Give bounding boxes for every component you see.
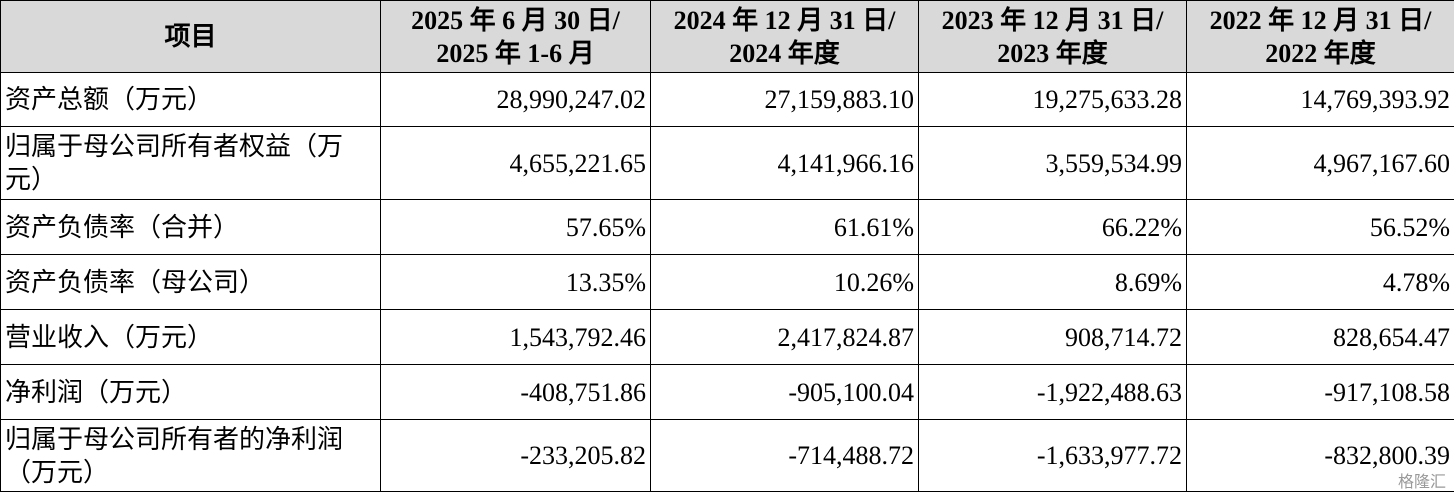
table-row: 归属于母公司所有者权益（万元） 4,655,221.65 4,141,966.16 3…: [0, 126, 1454, 200]
value-cell: 27,159,883.10: [650, 72, 919, 127]
table-row: 归属于母公司所有者的净利润（万元） -233,205.82 -714,488.72-…: [0, 419, 1454, 492]
value-cell: 3,559,534.99: [918, 126, 1187, 200]
value-cell: -233,205.82: [380, 419, 651, 492]
value-cell: 66.22%: [918, 199, 1187, 255]
table-row: 净利润（万元） -408,751.86 -905,100.04 -1,922,488.…: [0, 364, 1454, 420]
value-cell: 1,543,792.46: [380, 309, 651, 365]
value-cell: -905,100.04: [650, 364, 919, 420]
table-row: 资产负债率（合并） 57.65% 61.61% 66.22% 56.52%: [0, 199, 1454, 255]
value-cell: 4,967,167.60: [1186, 126, 1454, 200]
value-cell: 28,990,247.02: [380, 72, 651, 127]
value-cell: 13.35%: [380, 254, 651, 310]
header-text: 2025 年 1-6 月: [436, 38, 595, 68]
value-cell: 10.26%: [650, 254, 919, 310]
row-label: 资产负债率（合并）: [0, 199, 381, 255]
value-cell: 8.69%: [918, 254, 1187, 310]
header-text: 2024 年 12 月 31 日/: [673, 5, 896, 35]
value-cell: 4,141,966.16: [650, 126, 919, 200]
header-text: 2022 年 12 月 31 日/: [1209, 5, 1432, 35]
row-label: 资产总额（万元）: [0, 72, 381, 127]
header-text: 项目: [164, 22, 217, 51]
header-text: 2023 年 12 月 31 日/: [941, 5, 1164, 35]
value-cell: 828,654.47: [1186, 309, 1454, 365]
header-text: 2024 年度: [729, 38, 840, 68]
header-row: 项目 2025 年 6 月 30 日/2025 年 1-6 月 2024 年 12 …: [0, 0, 1454, 73]
header-cell: 2023 年 12 月 31 日/2023 年度: [918, 0, 1187, 73]
value-cell: 19,275,633.28: [918, 72, 1187, 127]
header-cell: 2022 年 12 月 31 日/2022 年度: [1186, 0, 1454, 73]
table-row: 资产总额（万元） 28,990,247.02 27,159,883.10 19,275…: [0, 72, 1454, 127]
value-cell: -832,800.39: [1186, 419, 1454, 492]
value-cell: 4.78%: [1186, 254, 1454, 310]
value-cell: 56.52%: [1186, 199, 1454, 255]
watermark: 格隆汇: [1397, 472, 1446, 491]
value-cell: -1,922,488.63: [918, 364, 1187, 420]
header-cell: 2024 年 12 月 31 日/2024 年度: [650, 0, 919, 73]
header-text: 2023 年度: [997, 38, 1108, 68]
row-label: 营业收入（万元）: [0, 309, 381, 365]
table-row: 营业收入（万元） 1,543,792.46 2,417,824.87 908,714.…: [0, 309, 1454, 365]
row-label: 净利润（万元）: [0, 364, 381, 420]
value-cell: 2,417,824.87: [650, 309, 919, 365]
row-label: 资产负债率（母公司）: [0, 254, 381, 310]
value-cell: 61.61%: [650, 199, 919, 255]
value-cell: -408,751.86: [380, 364, 651, 420]
value-cell: -917,108.58: [1186, 364, 1454, 420]
value-cell: 4,655,221.65: [380, 126, 651, 200]
value-cell: 14,769,393.92: [1186, 72, 1454, 127]
value-cell: 57.65%: [380, 199, 651, 255]
value-cell: -714,488.72: [650, 419, 919, 492]
row-label: 归属于母公司所有者权益（万元）: [0, 126, 381, 200]
table-row: 资产负债率（母公司） 13.35% 10.26% 8.69% 4.78%: [0, 254, 1454, 310]
header-cell: 2025 年 6 月 30 日/2025 年 1-6 月: [380, 0, 651, 73]
row-label: 归属于母公司所有者的净利润（万元）: [0, 419, 381, 492]
header-cell: 项目: [0, 0, 381, 73]
header-text: 2025 年 6 月 30 日/: [411, 5, 620, 35]
value-cell: 908,714.72: [918, 309, 1187, 365]
header-text: 2022 年度: [1265, 38, 1376, 68]
table-body: 资产总额（万元） 28,990,247.02 27,159,883.10 19,275…: [0, 72, 1454, 492]
value-cell: -1,633,977.72: [918, 419, 1187, 492]
